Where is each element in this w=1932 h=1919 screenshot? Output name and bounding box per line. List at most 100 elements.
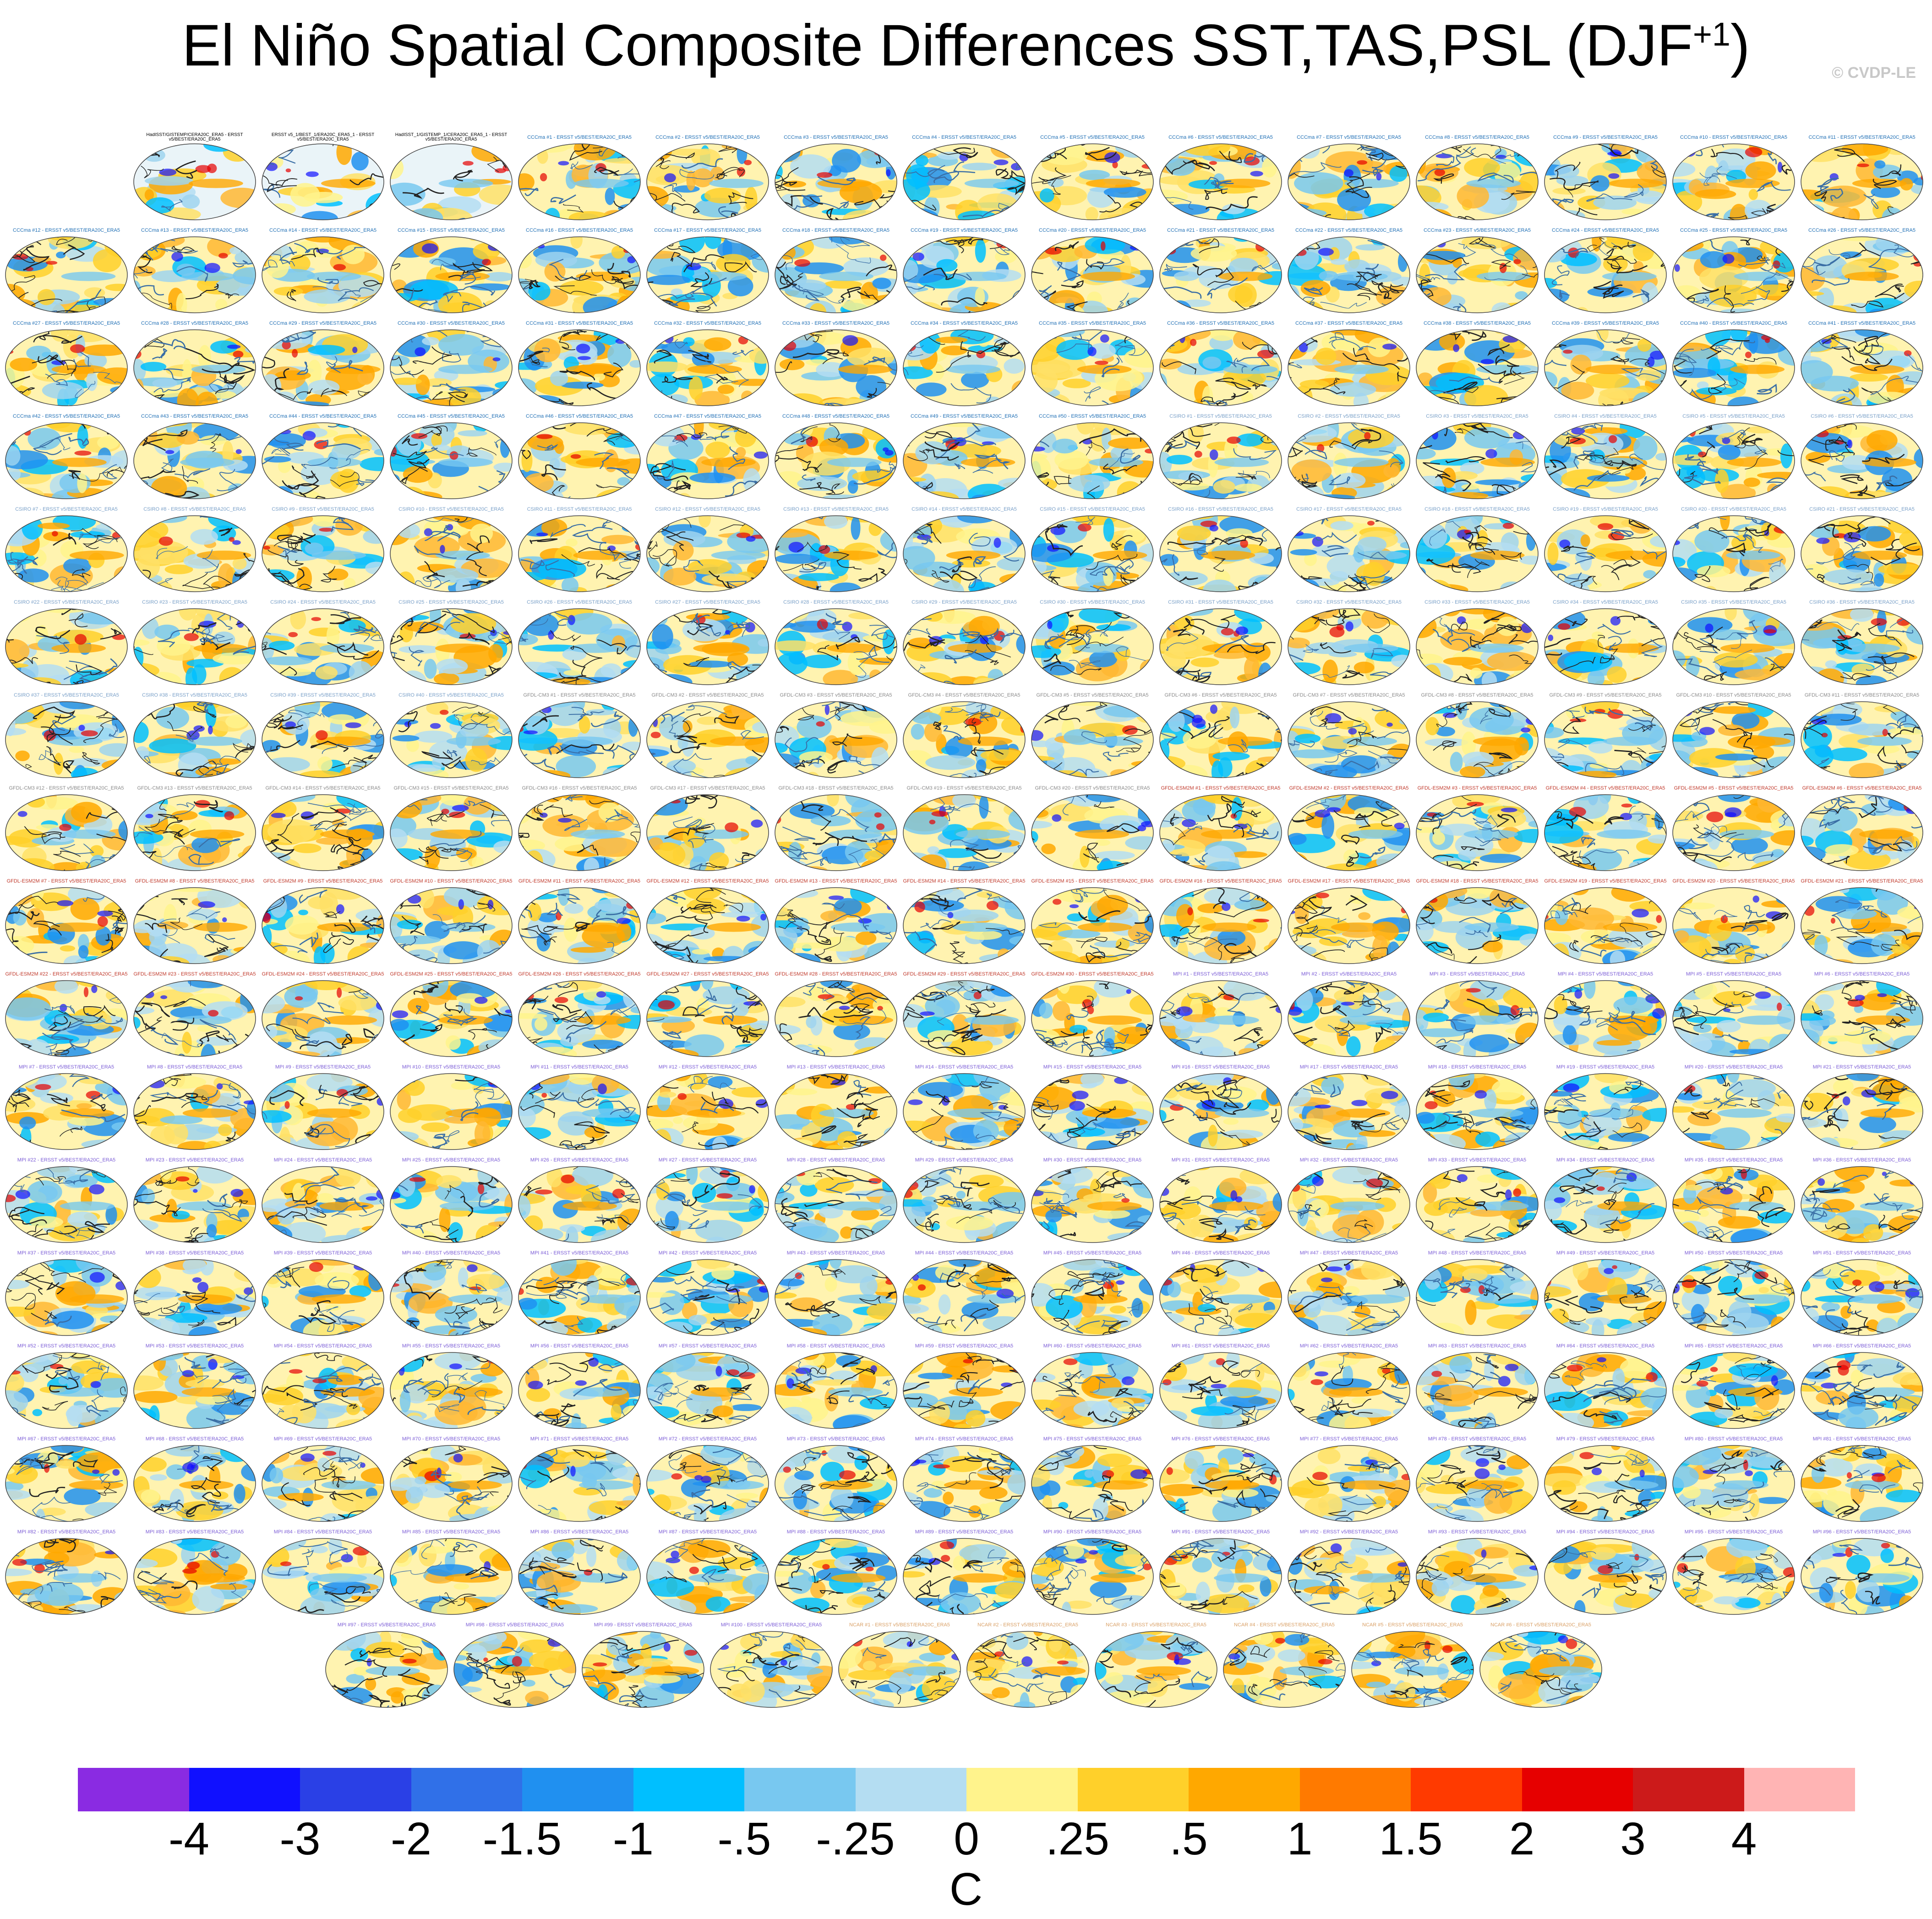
global-map bbox=[262, 1538, 384, 1615]
panel-label: MPI #67 - ERSST v5/BEST/ERA20C_ERA5 bbox=[17, 1436, 116, 1442]
ensemble-member-panel: GFDL-CM3 #8 - ERSST v5/BEST/ERA20C_ERA5 bbox=[1415, 691, 1539, 780]
ensemble-member-panel: MPI #62 - ERSST v5/BEST/ERA20C_ERA5 bbox=[1287, 1341, 1411, 1430]
global-map bbox=[1544, 1445, 1667, 1522]
panel-label: CCCma #45 - ERSST v5/BEST/ERA20C_ERA5 bbox=[398, 414, 505, 419]
global-map bbox=[1031, 887, 1154, 964]
panel-label: CCCma #30 - ERSST v5/BEST/ERA20C_ERA5 bbox=[398, 321, 505, 326]
panel-label: GFDL-CM3 #4 - ERSST v5/BEST/ERA20C_ERA5 bbox=[908, 692, 1021, 698]
ensemble-member-panel: GFDL-ESM2M #30 - ERSST v5/BEST/ERA20C_ER… bbox=[1031, 970, 1154, 1058]
ensemble-member-panel: MPI #3 - ERSST v5/BEST/ERA20C_ERA5 bbox=[1415, 970, 1539, 1058]
panel-label: GFDL-CM3 #15 - ERSST v5/BEST/ERA20C_ERA5 bbox=[393, 785, 509, 791]
panel-label: GFDL-ESM2M #22 - ERSST v5/BEST/ERA20C_ER… bbox=[5, 971, 128, 977]
ensemble-member-panel: MPI #74 - ERSST v5/BEST/ERA20C_ERA5 bbox=[902, 1434, 1026, 1523]
title-close-paren: ) bbox=[1730, 13, 1750, 78]
ensemble-member-panel: MPI #70 - ERSST v5/BEST/ERA20C_ERA5 bbox=[389, 1434, 513, 1523]
ensemble-member-panel: GFDL-CM3 #1 - ERSST v5/BEST/ERA20C_ERA5 bbox=[518, 691, 641, 780]
panel-label: CSIRO #8 - ERSST v5/BEST/ERA20C_ERA5 bbox=[143, 507, 246, 512]
global-map bbox=[775, 515, 897, 592]
panel-label: GFDL-ESM2M #12 - ERSST v5/BEST/ERA20C_ER… bbox=[646, 878, 769, 884]
ensemble-member-panel: GFDL-CM3 #17 - ERSST v5/BEST/ERA20C_ERA5 bbox=[646, 784, 770, 872]
ensemble-member-panel: GFDL-ESM2M #5 - ERSST v5/BEST/ERA20C_ERA… bbox=[1672, 784, 1796, 872]
ensemble-member-panel: GFDL-ESM2M #22 - ERSST v5/BEST/ERA20C_ER… bbox=[5, 970, 128, 1058]
ensemble-member-panel: MPI #81 - ERSST v5/BEST/ERA20C_ERA5 bbox=[1800, 1434, 1924, 1523]
ensemble-member-panel: MPI #100 - ERSST v5/BEST/ERA20C_ERA5 bbox=[709, 1620, 833, 1709]
panel-label: MPI #14 - ERSST v5/BEST/ERA20C_ERA5 bbox=[915, 1064, 1014, 1070]
global-map bbox=[903, 608, 1026, 685]
panel-label: CSIRO #22 - ERSST v5/BEST/ERA20C_ERA5 bbox=[14, 600, 119, 605]
panel-label: CSIRO #9 - ERSST v5/BEST/ERA20C_ERA5 bbox=[272, 507, 374, 512]
global-map bbox=[518, 1445, 641, 1522]
colorbar-tick-label: -1.5 bbox=[482, 1813, 562, 1864]
ensemble-member-panel: CCCma #25 - ERSST v5/BEST/ERA20C_ERA5 bbox=[1672, 226, 1796, 315]
ensemble-member-panel: CCCma #36 - ERSST v5/BEST/ERA20C_ERA5 bbox=[1159, 319, 1283, 408]
ensemble-member-panel: GFDL-CM3 #5 - ERSST v5/BEST/ERA20C_ERA5 bbox=[1031, 691, 1154, 780]
global-map bbox=[775, 980, 897, 1057]
global-map bbox=[1801, 236, 1923, 313]
global-map bbox=[1801, 1445, 1923, 1522]
ensemble-member-panel: NCAR #3 - ERSST v5/BEST/ERA20C_ERA5 bbox=[1094, 1620, 1218, 1709]
global-map bbox=[133, 1352, 256, 1429]
ensemble-member-panel: MPI #9 - ERSST v5/BEST/ERA20C_ERA5 bbox=[261, 1063, 385, 1151]
colorbar-tick-label: 1.5 bbox=[1379, 1813, 1443, 1864]
panel-label: MPI #35 - ERSST v5/BEST/ERA20C_ERA5 bbox=[1684, 1157, 1783, 1163]
panel-label: GFDL-ESM2M #9 - ERSST v5/BEST/ERA20C_ERA… bbox=[263, 878, 383, 884]
ensemble-member-panel: CCCma #38 - ERSST v5/BEST/ERA20C_ERA5 bbox=[1415, 319, 1539, 408]
global-map bbox=[133, 1538, 256, 1615]
panel-label: MPI #9 - ERSST v5/BEST/ERA20C_ERA5 bbox=[275, 1064, 371, 1070]
global-map bbox=[775, 329, 897, 406]
ensemble-member-panel: CSIRO #13 - ERSST v5/BEST/ERA20C_ERA5 bbox=[774, 505, 898, 594]
ensemble-member-panel: MPI #18 - ERSST v5/BEST/ERA20C_ERA5 bbox=[1415, 1063, 1539, 1151]
global-map bbox=[133, 1259, 256, 1336]
ensemble-member-panel: GFDL-CM3 #18 - ERSST v5/BEST/ERA20C_ERA5 bbox=[774, 784, 898, 872]
ensemble-member-panel: GFDL-CM3 #10 - ERSST v5/BEST/ERA20C_ERA5 bbox=[1672, 691, 1796, 780]
panel-label: MPI #60 - ERSST v5/BEST/ERA20C_ERA5 bbox=[1043, 1343, 1142, 1349]
ensemble-member-panel: GFDL-ESM2M #14 - ERSST v5/BEST/ERA20C_ER… bbox=[902, 877, 1026, 965]
panel-label: MPI #80 - ERSST v5/BEST/ERA20C_ERA5 bbox=[1684, 1436, 1783, 1442]
global-map bbox=[1095, 1631, 1217, 1708]
ensemble-member-panel: MPI #13 - ERSST v5/BEST/ERA20C_ERA5 bbox=[774, 1063, 898, 1151]
panel-label: GFDL-ESM2M #21 - ERSST v5/BEST/ERA20C_ER… bbox=[1801, 878, 1923, 884]
global-map bbox=[1159, 1166, 1282, 1243]
ensemble-member-panel: MPI #46 - ERSST v5/BEST/ERA20C_ERA5 bbox=[1159, 1248, 1283, 1337]
ensemble-member-panel: CSIRO #19 - ERSST v5/BEST/ERA20C_ERA5 bbox=[1544, 505, 1667, 594]
panel-label: MPI #62 - ERSST v5/BEST/ERA20C_ERA5 bbox=[1299, 1343, 1398, 1349]
ensemble-member-panel: CSIRO #3 - ERSST v5/BEST/ERA20C_ERA5 bbox=[1415, 412, 1539, 501]
panel-label: CSIRO #10 - ERSST v5/BEST/ERA20C_ERA5 bbox=[398, 507, 504, 512]
ensemble-member-panel: GFDL-ESM2M #27 - ERSST v5/BEST/ERA20C_ER… bbox=[646, 970, 770, 1058]
global-map bbox=[390, 887, 513, 964]
panel-label: CSIRO #19 - ERSST v5/BEST/ERA20C_ERA5 bbox=[1553, 507, 1658, 512]
global-map bbox=[1159, 887, 1282, 964]
ensemble-member-panel: MPI #55 - ERSST v5/BEST/ERA20C_ERA5 bbox=[389, 1341, 513, 1430]
ensemble-member-panel: MPI #32 - ERSST v5/BEST/ERA20C_ERA5 bbox=[1287, 1156, 1411, 1244]
global-map bbox=[390, 1445, 513, 1522]
ensemble-member-panel: CCCma #32 - ERSST v5/BEST/ERA20C_ERA5 bbox=[646, 319, 770, 408]
panel-label: CCCma #36 - ERSST v5/BEST/ERA20C_ERA5 bbox=[1167, 321, 1274, 326]
panel-label: GFDL-ESM2M #25 - ERSST v5/BEST/ERA20C_ER… bbox=[390, 971, 513, 977]
ensemble-member-panel: GFDL-ESM2M #11 - ERSST v5/BEST/ERA20C_ER… bbox=[518, 877, 641, 965]
panel-label: CCCma #1 - ERSST v5/BEST/ERA20C_ERA5 bbox=[527, 135, 632, 140]
global-map bbox=[775, 608, 897, 685]
ensemble-member-panel: MPI #68 - ERSST v5/BEST/ERA20C_ERA5 bbox=[133, 1434, 257, 1523]
ensemble-member-panel: MPI #31 - ERSST v5/BEST/ERA20C_ERA5 bbox=[1159, 1156, 1283, 1244]
global-map bbox=[5, 1073, 128, 1150]
ensemble-member-panel: CCCma #47 - ERSST v5/BEST/ERA20C_ERA5 bbox=[646, 412, 770, 501]
panel-label: GFDL-CM3 #9 - ERSST v5/BEST/ERA20C_ERA5 bbox=[1549, 692, 1662, 698]
global-map bbox=[1544, 422, 1667, 499]
panel-label: MPI #86 - ERSST v5/BEST/ERA20C_ERA5 bbox=[530, 1529, 629, 1535]
global-map bbox=[1159, 980, 1282, 1057]
ensemble-member-panel: MPI #65 - ERSST v5/BEST/ERA20C_ERA5 bbox=[1672, 1341, 1796, 1430]
panel-label: MPI #22 - ERSST v5/BEST/ERA20C_ERA5 bbox=[17, 1157, 116, 1163]
panel-label: MPI #27 - ERSST v5/BEST/ERA20C_ERA5 bbox=[658, 1157, 757, 1163]
global-map bbox=[390, 1538, 513, 1615]
panel-label: GFDL-CM3 #17 - ERSST v5/BEST/ERA20C_ERA5 bbox=[650, 785, 765, 791]
panel-label: GFDL-ESM2M #29 - ERSST v5/BEST/ERA20C_ER… bbox=[903, 971, 1026, 977]
panel-label: MPI #23 - ERSST v5/BEST/ERA20C_ERA5 bbox=[145, 1157, 244, 1163]
global-map bbox=[903, 887, 1026, 964]
panel-label: CSIRO #26 - ERSST v5/BEST/ERA20C_ERA5 bbox=[527, 600, 632, 605]
ensemble-member-panel: MPI #8 - ERSST v5/BEST/ERA20C_ERA5 bbox=[133, 1063, 257, 1151]
panel-label: GFDL-ESM2M #30 - ERSST v5/BEST/ERA20C_ER… bbox=[1031, 971, 1154, 977]
panel-label: CCCma #31 - ERSST v5/BEST/ERA20C_ERA5 bbox=[526, 321, 633, 326]
panel-label: MPI #83 - ERSST v5/BEST/ERA20C_ERA5 bbox=[145, 1529, 244, 1535]
global-map bbox=[390, 515, 513, 592]
panel-label: MPI #49 - ERSST v5/BEST/ERA20C_ERA5 bbox=[1556, 1250, 1655, 1256]
